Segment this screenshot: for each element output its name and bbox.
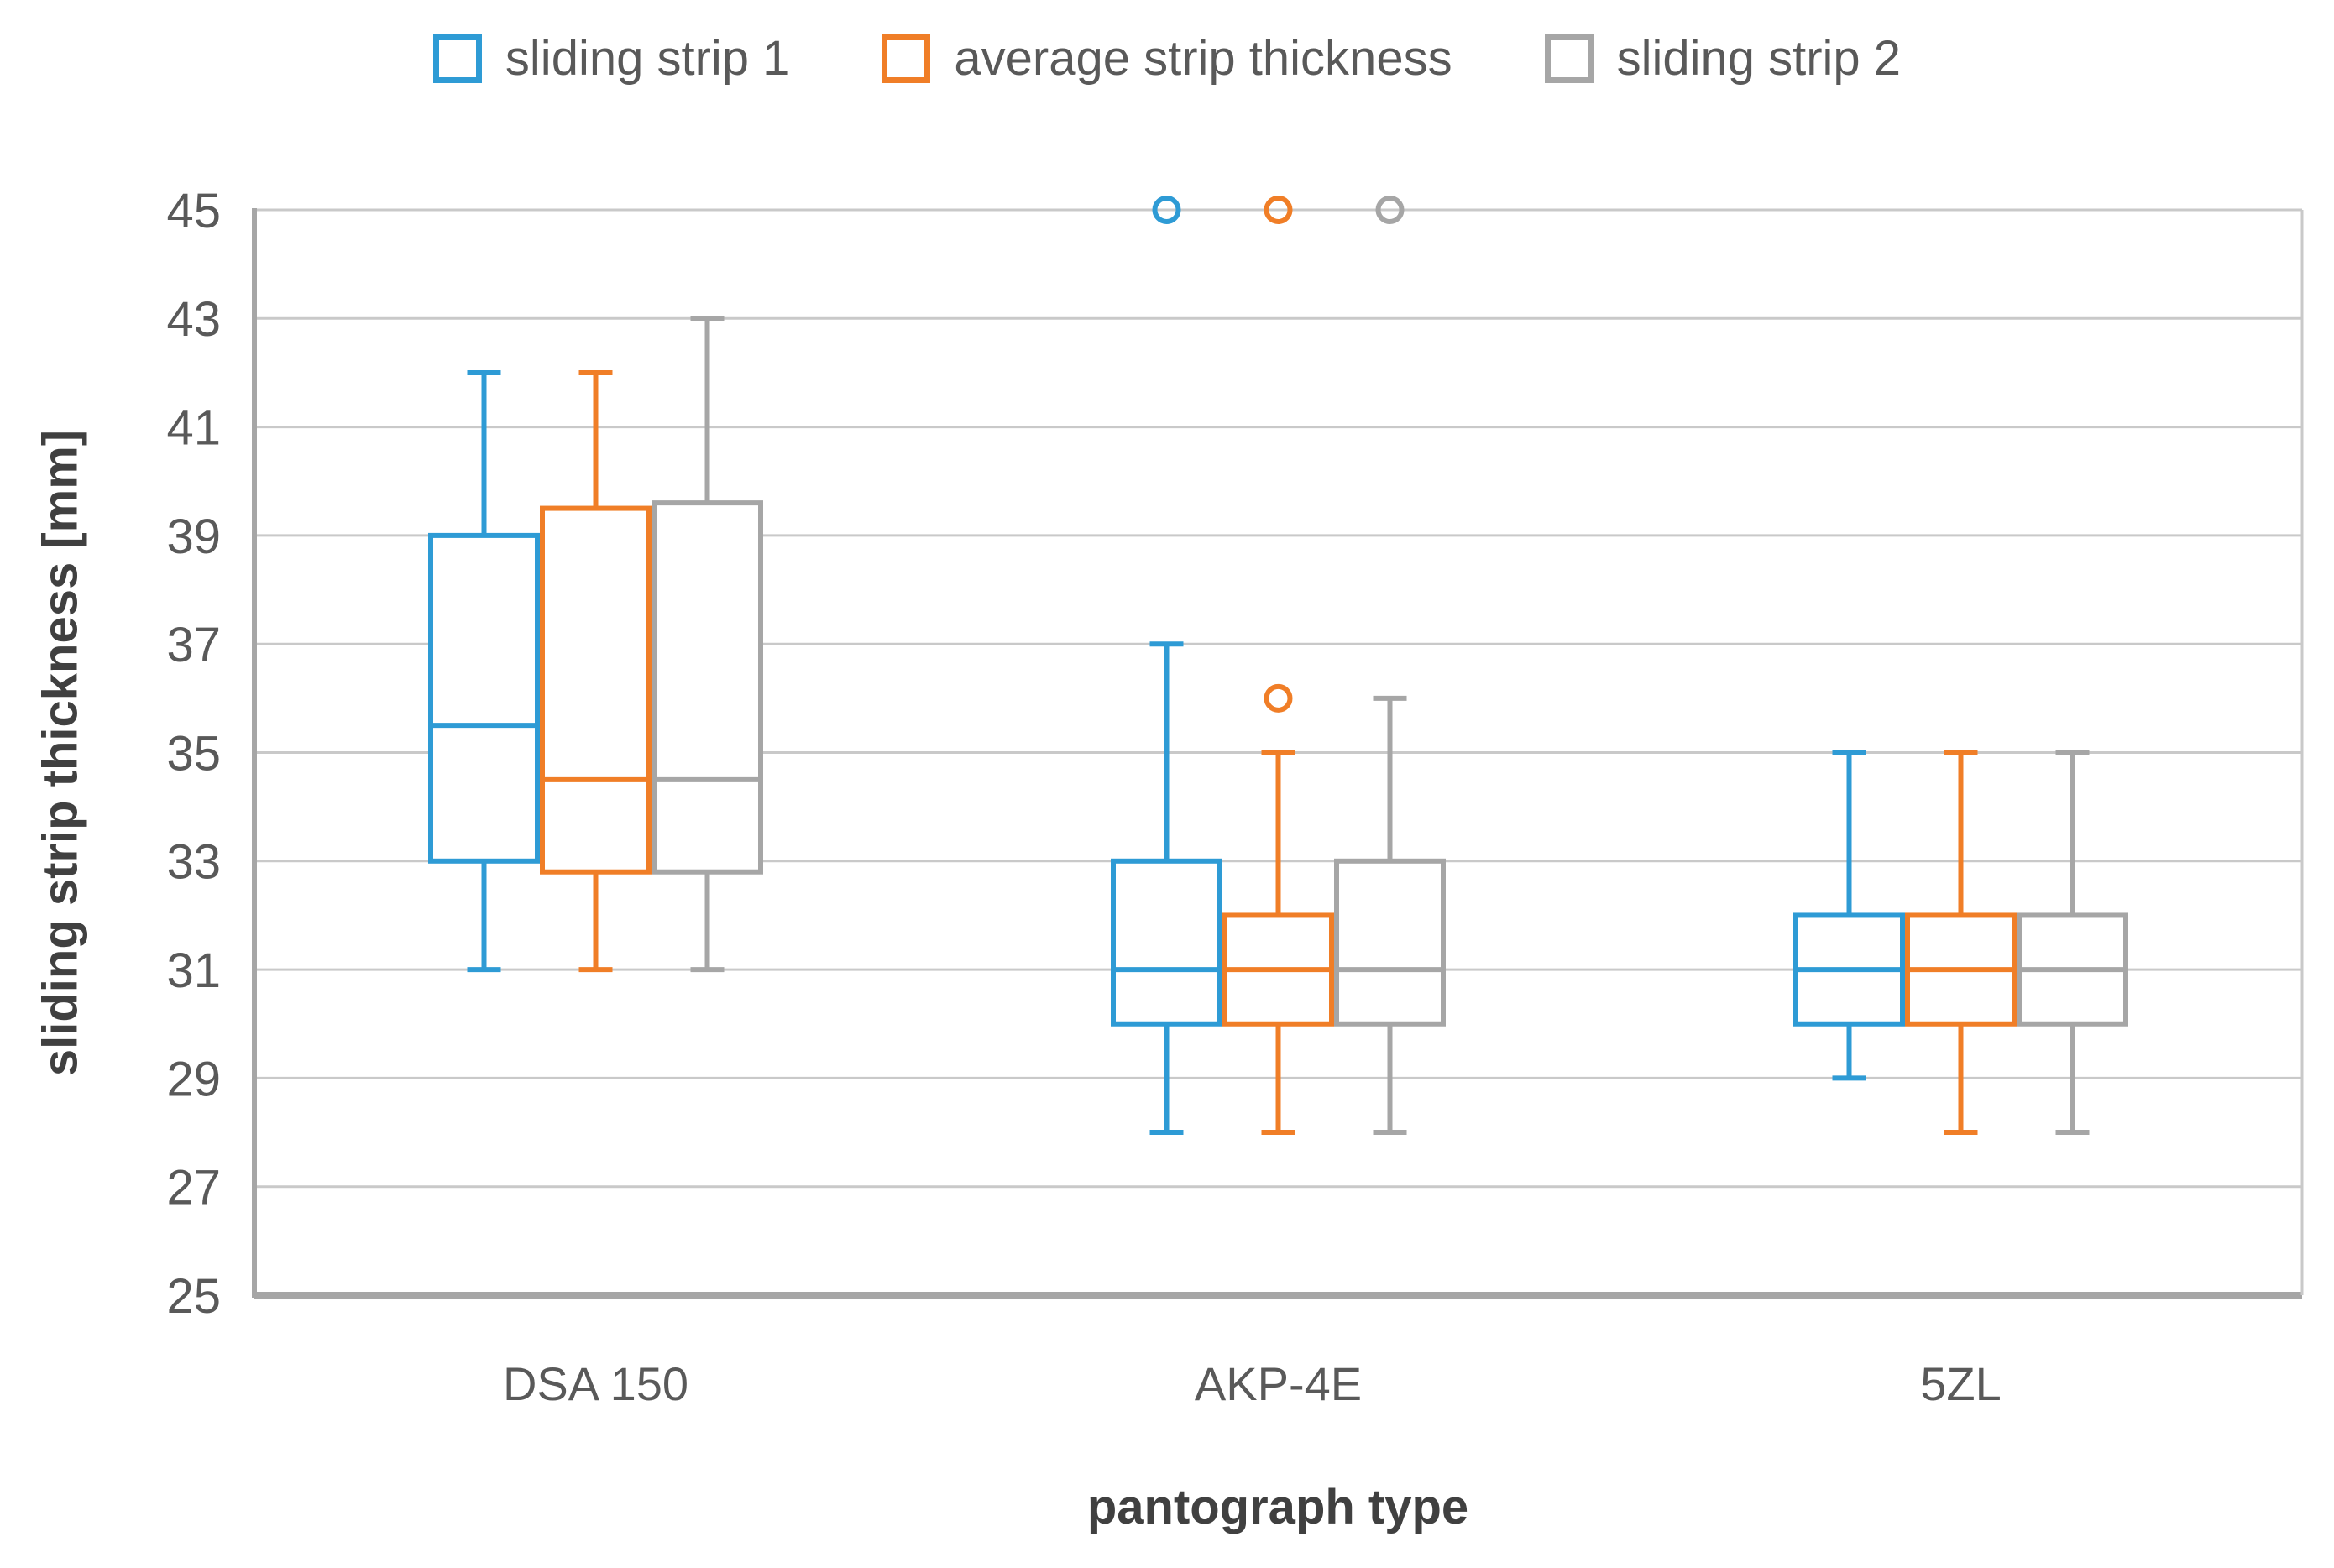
y-tick-label-33: 33 xyxy=(166,835,221,890)
legend: sliding strip 1 average strip thickness sl… xyxy=(0,30,2334,86)
legend-marker-icon-sliding-strip-1 xyxy=(432,34,482,83)
box-average-strip-thickness-dsa-150 xyxy=(540,505,652,875)
legend-label-average-strip-thickness: average strip thickness xyxy=(954,31,1452,86)
outlier-point-sliding-strip-2-akp-4e-45 xyxy=(1375,196,1405,224)
x-category-label-dsa-150: DSA 150 xyxy=(503,1357,688,1410)
legend-item-sliding-strip-1: sliding strip 1 xyxy=(432,30,790,86)
y-tick-label-45: 45 xyxy=(166,184,221,238)
y-tick-label-25: 25 xyxy=(166,1269,221,1324)
x-category-label-akp-4e: AKP-4E xyxy=(1195,1357,1362,1410)
y-tick-label-41: 41 xyxy=(166,400,221,455)
y-tick-label-37: 37 xyxy=(166,618,221,672)
x-category-label-5zl: 5ZL xyxy=(1920,1357,2002,1410)
y-tick-label-43: 43 xyxy=(166,292,221,347)
legend-marker-icon-average-strip-thickness xyxy=(882,34,931,83)
y-tick-label-31: 31 xyxy=(166,943,221,998)
legend-item-average-strip-thickness: average strip thickness xyxy=(882,30,1452,86)
box-sliding-strip-2-dsa-150 xyxy=(652,500,763,875)
outlier-point-average-strip-thickness-akp-4e-45 xyxy=(1264,196,1293,224)
x-axis-title: pantograph type xyxy=(1086,1480,1469,1534)
y-tick-label-35: 35 xyxy=(166,726,221,781)
legend-label-sliding-strip-2: sliding strip 2 xyxy=(1616,31,1902,86)
legend-item-sliding-strip-2: sliding strip 2 xyxy=(1544,30,1902,86)
box-sliding-strip-2-akp-4e xyxy=(1334,858,1446,1027)
y-tick-label-39: 39 xyxy=(166,510,221,564)
y-tick-label-29: 29 xyxy=(166,1052,221,1106)
y-tick-label-27: 27 xyxy=(166,1161,221,1215)
outlier-point-sliding-strip-1-akp-4e-45 xyxy=(1152,196,1181,224)
box-sliding-strip-1-akp-4e xyxy=(1111,858,1222,1027)
legend-marker-icon-sliding-strip-2 xyxy=(1544,34,1594,83)
box-sliding-strip-1-dsa-150 xyxy=(428,532,540,864)
legend-label-sliding-strip-1: sliding strip 1 xyxy=(505,31,790,86)
outlier-point-average-strip-thickness-akp-4e-36 xyxy=(1264,683,1293,713)
